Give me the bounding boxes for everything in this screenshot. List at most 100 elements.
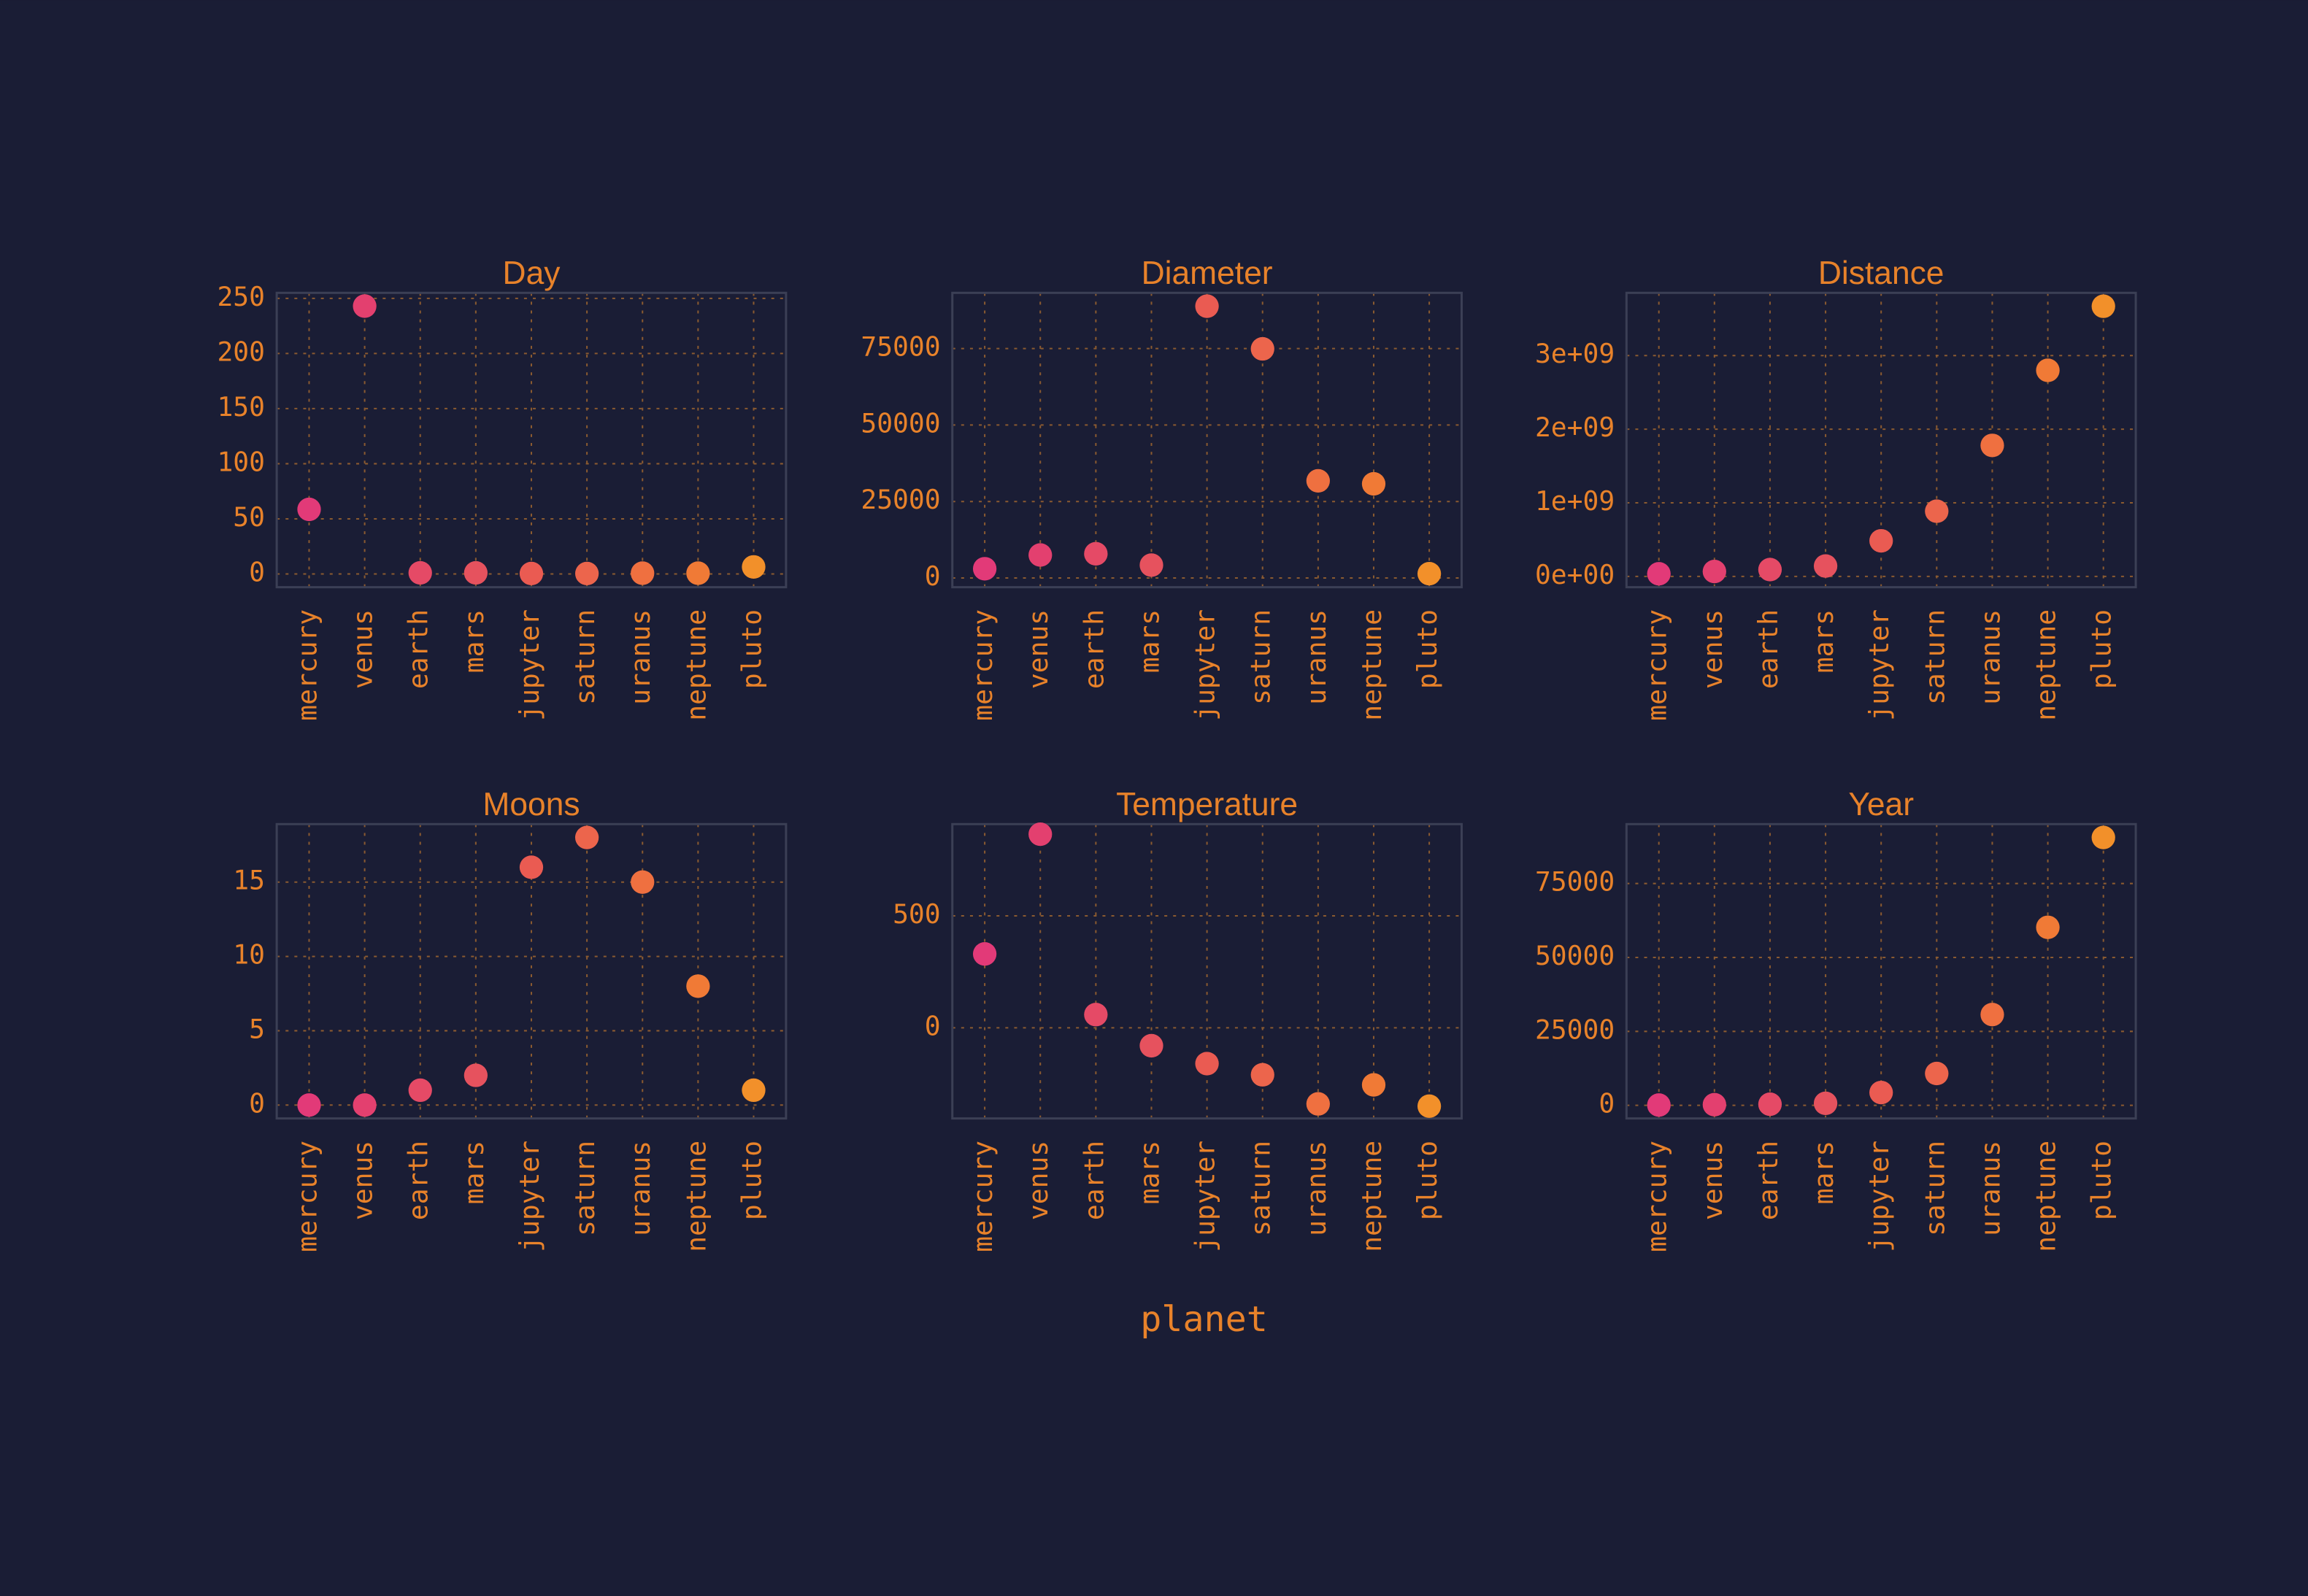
point (408, 1078, 432, 1103)
x-tick-label: mercury (291, 609, 323, 721)
point (353, 1093, 377, 1117)
point (1306, 469, 1330, 493)
x-tick-label: neptune (680, 1141, 712, 1252)
point (1195, 1052, 1219, 1076)
x-tick-label: neptune (1356, 609, 1388, 721)
point (1758, 558, 1782, 582)
point (1417, 561, 1442, 586)
x-tick-label: saturn (1919, 609, 1950, 705)
point (1925, 1061, 1949, 1086)
point (2036, 358, 2060, 382)
x-axis-label: planet (1140, 1299, 1268, 1340)
y-tick-label: 3e+09 (1535, 338, 1615, 369)
x-tick-label: neptune (2031, 1141, 2062, 1252)
x-tick-label: neptune (1356, 1141, 1388, 1252)
point (686, 974, 710, 998)
x-tick-label: earth (1753, 1141, 1784, 1220)
panel-title: Distance (1818, 255, 1945, 291)
y-tick-label: 10 (233, 939, 265, 971)
x-tick-label: mars (1134, 609, 1165, 673)
point (1084, 541, 1108, 566)
point (2036, 915, 2060, 939)
panel-title: Moons (482, 787, 580, 822)
panel-title: Year (1848, 787, 1914, 822)
x-tick-label: jupyter (514, 1141, 545, 1252)
panel-frame (951, 291, 1463, 589)
point (297, 497, 321, 522)
y-tick-label: 0 (249, 556, 265, 587)
y-tick-label: 50000 (861, 407, 940, 439)
x-tick-label: neptune (680, 609, 712, 721)
x-tick-label: uranus (1974, 609, 2006, 705)
x-tick-label: saturn (1919, 1141, 1950, 1236)
point (1702, 559, 1726, 584)
panel-frame (1625, 291, 2137, 589)
x-tick-label: earth (1078, 609, 1109, 689)
point (2091, 294, 2115, 318)
point (574, 825, 599, 849)
y-tick-label: 75000 (861, 331, 940, 363)
y-tick-label: 50000 (1535, 940, 1615, 971)
y-tick-label: 75000 (1535, 866, 1615, 898)
point (631, 561, 655, 585)
point (1139, 1033, 1163, 1058)
x-tick-label: mercury (1642, 1141, 1673, 1252)
y-tick-label: 50 (233, 501, 265, 533)
point (1361, 1073, 1386, 1097)
x-tick-label: venus (1023, 609, 1054, 689)
y-tick-label: 15 (233, 865, 265, 896)
x-tick-label: jupyter (514, 609, 545, 721)
point (1250, 336, 1274, 361)
point (463, 1063, 488, 1087)
x-tick-label: mercury (1642, 609, 1673, 721)
x-tick-label: saturn (1245, 609, 1277, 705)
point (686, 561, 710, 585)
panel-title: Day (503, 255, 561, 291)
x-tick-label: pluto (2086, 609, 2117, 689)
point (1758, 1092, 1782, 1117)
x-tick-label: jupyter (1863, 1141, 1895, 1252)
point (1028, 543, 1053, 567)
x-tick-label: uranus (1301, 609, 1332, 705)
x-tick-label: uranus (625, 609, 656, 705)
x-tick-label: mars (458, 1141, 490, 1204)
y-tick-label: 2e+09 (1535, 412, 1615, 443)
point (1250, 1063, 1274, 1087)
x-tick-label: earth (1078, 1141, 1109, 1220)
point (408, 560, 432, 585)
point (297, 1093, 321, 1117)
x-tick-label: mars (1808, 609, 1839, 673)
point (631, 870, 655, 894)
y-tick-label: 5 (249, 1013, 265, 1044)
point (1813, 554, 1838, 578)
x-tick-label: earth (403, 1141, 434, 1220)
x-tick-label: pluto (1412, 609, 1443, 689)
point (519, 855, 544, 879)
x-tick-label: pluto (1412, 1141, 1443, 1220)
x-tick-label: saturn (1245, 1141, 1277, 1236)
y-tick-label: 0 (1599, 1088, 1615, 1119)
point (1647, 1093, 1671, 1117)
x-tick-label: venus (1023, 1141, 1054, 1220)
x-tick-label: neptune (2031, 609, 2062, 721)
x-tick-label: venus (347, 1141, 379, 1220)
x-tick-label: mars (458, 609, 490, 673)
point (353, 294, 377, 318)
x-tick-label: pluto (2086, 1141, 2117, 1220)
x-tick-label: mercury (967, 1141, 999, 1252)
x-tick-label: mars (1808, 1141, 1839, 1204)
x-tick-label: venus (347, 609, 379, 689)
x-tick-label: uranus (625, 1141, 656, 1236)
x-tick-label: pluto (736, 1141, 767, 1220)
point (2091, 825, 2115, 849)
y-tick-label: 25000 (861, 484, 940, 515)
point (972, 557, 997, 581)
x-tick-label: venus (1697, 1141, 1728, 1220)
x-tick-label: uranus (1974, 1141, 2006, 1236)
panel-frame (275, 822, 788, 1120)
point (1139, 553, 1163, 577)
x-tick-label: mercury (291, 1141, 323, 1252)
x-tick-label: pluto (736, 609, 767, 689)
point (742, 1078, 766, 1103)
